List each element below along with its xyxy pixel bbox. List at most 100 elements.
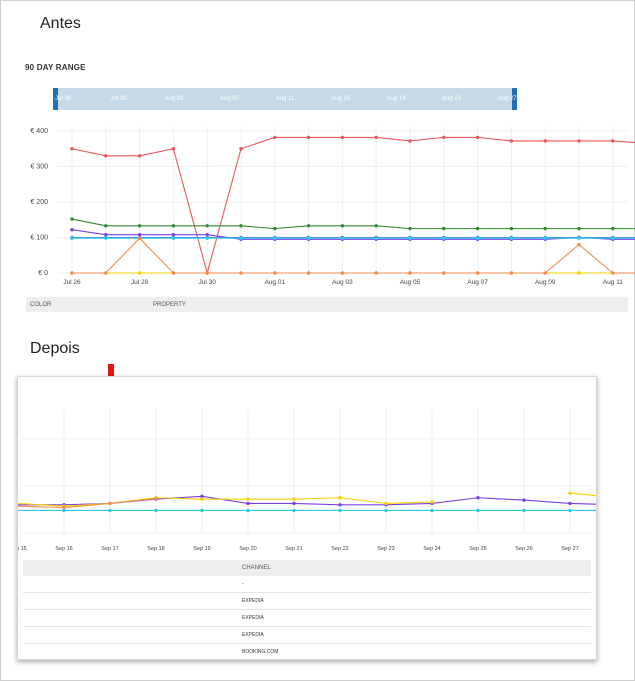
data-point[interactable] [374,271,378,275]
data-point[interactable] [442,226,446,231]
data-point[interactable] [611,271,615,275]
data-point[interactable] [70,217,74,221]
data-point[interactable] [338,503,342,507]
data-point[interactable] [442,236,446,240]
data-point[interactable] [171,236,176,240]
data-point[interactable] [509,271,514,275]
data-point[interactable] [306,135,311,140]
data-point[interactable] [475,135,480,140]
data-point[interactable] [104,236,108,240]
data-point[interactable] [509,139,514,143]
data-point[interactable] [611,139,615,143]
data-point[interactable] [475,271,480,275]
data-point[interactable] [62,508,66,513]
data-point[interactable] [292,497,296,501]
data-point[interactable] [577,139,581,143]
data-point[interactable] [239,147,243,151]
data-point[interactable] [338,508,342,513]
data-point[interactable] [338,496,342,500]
data-point[interactable] [408,226,412,231]
data-point[interactable] [62,505,66,510]
data-point[interactable] [104,224,108,228]
data-point[interactable] [522,508,526,513]
data-point[interactable] [205,232,209,237]
column-header-property[interactable]: PROPERTY [153,301,186,308]
range-handle-right[interactable] [512,88,517,110]
data-point[interactable] [200,508,204,513]
range-slider-before[interactable]: Jul 26 Jul 30 Aug 03 Aug 07 Aug 11 Aug 15 Aug … [53,88,517,110]
data-point[interactable] [205,271,209,275]
data-point[interactable] [543,236,547,240]
data-point[interactable] [108,508,112,513]
data-point[interactable] [543,271,547,275]
data-point[interactable] [70,147,74,151]
data-point[interactable] [205,224,209,228]
data-point[interactable] [509,236,514,240]
data-point[interactable] [408,236,412,240]
data-point[interactable] [568,491,572,495]
data-point[interactable] [239,271,243,275]
data-point[interactable] [340,135,345,140]
data-point[interactable] [442,271,446,275]
data-point[interactable] [104,271,108,275]
data-point[interactable] [374,236,378,240]
data-point[interactable] [171,271,176,275]
data-point[interactable] [475,226,480,231]
data-point[interactable] [340,271,345,275]
column-header-channel[interactable]: CHANNEL [242,565,271,571]
data-point[interactable] [430,500,434,504]
table-row[interactable]: - [23,576,591,593]
data-point[interactable] [137,271,142,275]
data-point[interactable] [577,236,581,240]
data-point[interactable] [430,508,434,513]
data-point[interactable] [340,224,345,228]
data-point[interactable] [476,508,480,513]
data-point[interactable] [384,508,388,513]
data-point[interactable] [384,501,388,506]
data-point[interactable] [137,232,142,237]
data-point[interactable] [273,226,277,231]
data-point[interactable] [374,135,378,140]
column-header-color[interactable]: COLOR [30,301,52,308]
data-point[interactable] [239,224,243,228]
data-point[interactable] [577,242,581,247]
data-point[interactable] [154,508,158,513]
data-point[interactable] [442,135,446,140]
data-point[interactable] [137,154,142,158]
data-point[interactable] [577,271,581,275]
table-row[interactable]: EXPEDIA [23,610,591,627]
data-point[interactable] [475,236,480,240]
data-point[interactable] [292,501,296,506]
data-point[interactable] [104,154,108,158]
data-point[interactable] [543,139,547,143]
table-row[interactable]: BOOKING.COM [23,644,591,659]
data-point[interactable] [239,236,243,240]
data-point[interactable] [306,236,311,240]
data-point[interactable] [171,147,176,151]
data-point[interactable] [273,236,277,240]
data-point[interactable] [522,498,526,502]
data-point[interactable] [200,497,204,501]
data-point[interactable] [568,508,572,513]
data-point[interactable] [70,271,74,275]
data-point[interactable] [246,501,250,506]
data-point[interactable] [246,508,250,513]
data-point[interactable] [171,224,176,228]
table-row[interactable]: EXPEDIA [23,593,591,610]
range-handle-left[interactable] [53,88,58,110]
data-point[interactable] [171,232,176,237]
data-point[interactable] [374,224,378,228]
data-point[interactable] [577,226,581,231]
data-point[interactable] [205,236,209,240]
data-point[interactable] [70,227,74,232]
data-point[interactable] [273,135,277,140]
data-point[interactable] [154,496,158,501]
data-point[interactable] [611,226,615,231]
data-point[interactable] [568,501,572,506]
data-point[interactable] [408,139,412,143]
data-point[interactable] [137,236,142,240]
data-point[interactable] [476,496,480,500]
data-point[interactable] [273,271,277,275]
data-point[interactable] [200,494,204,499]
data-point[interactable] [292,508,296,513]
